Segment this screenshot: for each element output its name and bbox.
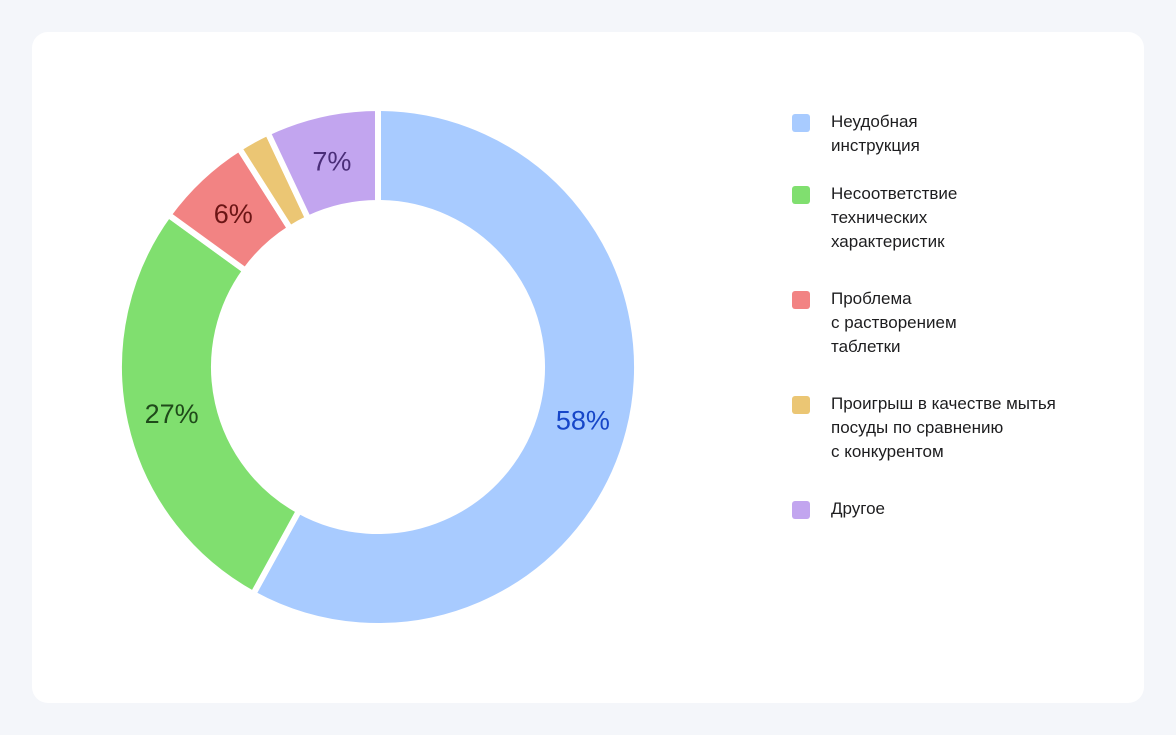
legend-label-line: с конкурентом — [831, 442, 944, 461]
slice-data-label: 7% — [312, 147, 351, 177]
legend-label-line: инструкция — [831, 136, 920, 155]
legend-swatch — [792, 396, 810, 414]
legend-label-line: Проигрыш в качестве мытья — [831, 394, 1056, 413]
legend-item: Проигрыш в качестве мытья посуды по сравн… — [790, 392, 1110, 464]
legend-label-line: посуды по сравнению — [831, 418, 1004, 437]
slice-data-label: 6% — [214, 199, 253, 229]
legend-item: Несоответствие технических характеристик — [790, 182, 1110, 254]
legend-label-line: Проблема — [831, 289, 912, 308]
legend-swatch — [792, 114, 810, 132]
legend-label-line: характеристик — [831, 232, 945, 251]
legend-item: Проблема с растворением таблетки — [790, 287, 1110, 359]
legend-label-line: Неудобная — [831, 112, 918, 131]
legend-label-line: с растворением — [831, 313, 957, 332]
legend-label-line: таблетки — [831, 337, 901, 356]
legend-label-line: Несоответствие — [831, 184, 958, 203]
legend: Неудобная инструкция Несоответствие техниче… — [790, 110, 1110, 521]
legend-swatch — [792, 501, 810, 519]
legend-swatch — [792, 186, 810, 204]
legend-item: Другое — [790, 497, 1110, 521]
legend-label-line: технических — [831, 208, 928, 227]
slice-data-label: 27% — [145, 399, 199, 429]
donut-slice — [116, 211, 302, 597]
donut-slice — [264, 105, 381, 222]
legend-label-line: Другое — [831, 499, 886, 518]
donut-slice — [250, 105, 640, 629]
slice-data-label: 58% — [556, 406, 610, 436]
legend-swatch — [792, 291, 810, 309]
legend-item: Неудобная инструкция — [790, 110, 1110, 158]
